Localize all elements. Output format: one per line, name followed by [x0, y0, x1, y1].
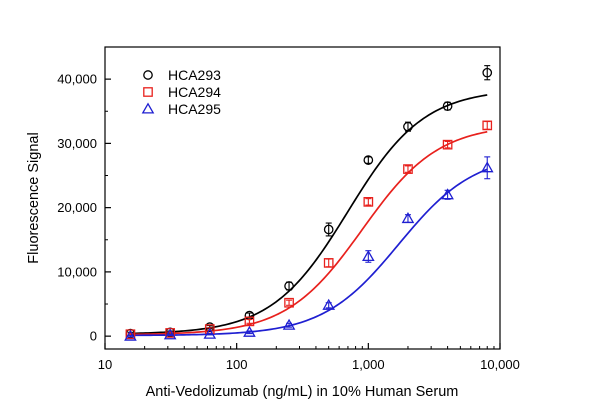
fit-curve-hca294: [130, 130, 488, 336]
legend-item-hca294: HCA294: [143, 84, 221, 100]
data-point-hca295: [362, 249, 375, 262]
data-point-hca293: [323, 224, 334, 235]
legend-label-hca294: HCA294: [168, 84, 221, 100]
data-point-hca294: [284, 297, 294, 308]
data-point-hca295: [243, 325, 256, 337]
data-point-hca294: [363, 197, 374, 207]
legend-item-hca295: HCA295: [141, 101, 221, 117]
data-point-hca294: [244, 316, 255, 327]
y-tick-label: 30,000: [57, 136, 97, 151]
legend: HCA293 HCA294 HCA295: [141, 67, 221, 117]
x-axis: 10 100 1,000 10,000: [98, 343, 520, 372]
y-tick-label: 0: [90, 329, 97, 344]
data-point-hca293: [403, 121, 413, 132]
x-tick-label: 1,000: [352, 357, 385, 372]
y-tick-label: 40,000: [57, 72, 97, 87]
legend-marker-hca295: [141, 102, 155, 114]
legend-symbol-hca293: [143, 70, 153, 80]
data-point-hca293: [482, 67, 493, 78]
legend-label-hca295: HCA295: [168, 101, 221, 117]
data-point-hca295: [282, 318, 296, 330]
data-point-hca294: [323, 258, 334, 268]
series-hca294: [125, 120, 493, 340]
data-point-hca295: [163, 328, 177, 340]
legend-symbol-hca295: [141, 102, 155, 114]
data-point-hca295: [322, 298, 336, 310]
data-point-hca293: [363, 155, 374, 165]
data-point-hca295: [124, 329, 137, 341]
data-point-hca295: [441, 188, 454, 200]
fit-curves: [130, 94, 488, 337]
data-point-hca294: [442, 139, 453, 150]
fit-curve-hca293: [130, 94, 488, 335]
legend-symbol-hca294: [143, 87, 153, 97]
data-point-hca294: [482, 120, 493, 131]
data-point-hca295: [480, 161, 494, 173]
y-axis: 0 10,000 20,000 30,000 40,000: [57, 72, 111, 344]
data-point-hca293: [442, 101, 453, 111]
x-tick-label: 100: [226, 357, 248, 372]
plot-area-frame: [104, 46, 501, 350]
legend-marker-hca294: [143, 87, 153, 97]
data-point-hca293: [284, 281, 294, 291]
fit-curve-hca295: [130, 168, 488, 337]
series-hca295: [124, 156, 494, 341]
x-axis-title: Anti-Vedolizumab (ng/mL) in 10% Human Se…: [146, 384, 459, 400]
legend-marker-hca293: [143, 70, 153, 80]
data-point-hca295: [203, 327, 217, 339]
legend-label-hca293: HCA293: [168, 67, 221, 83]
legend-item-hca293: HCA293: [143, 67, 221, 83]
y-tick-label: 10,000: [57, 264, 97, 279]
data-points: [124, 65, 494, 341]
x-tick-label: 10,000: [480, 357, 520, 372]
x-tick-label: 10: [98, 357, 112, 372]
data-point-hca295: [401, 212, 415, 224]
data-point-hca294: [403, 164, 413, 174]
y-axis-title: Fluorescence Signal: [26, 132, 42, 263]
y-tick-label: 20,000: [57, 200, 97, 215]
